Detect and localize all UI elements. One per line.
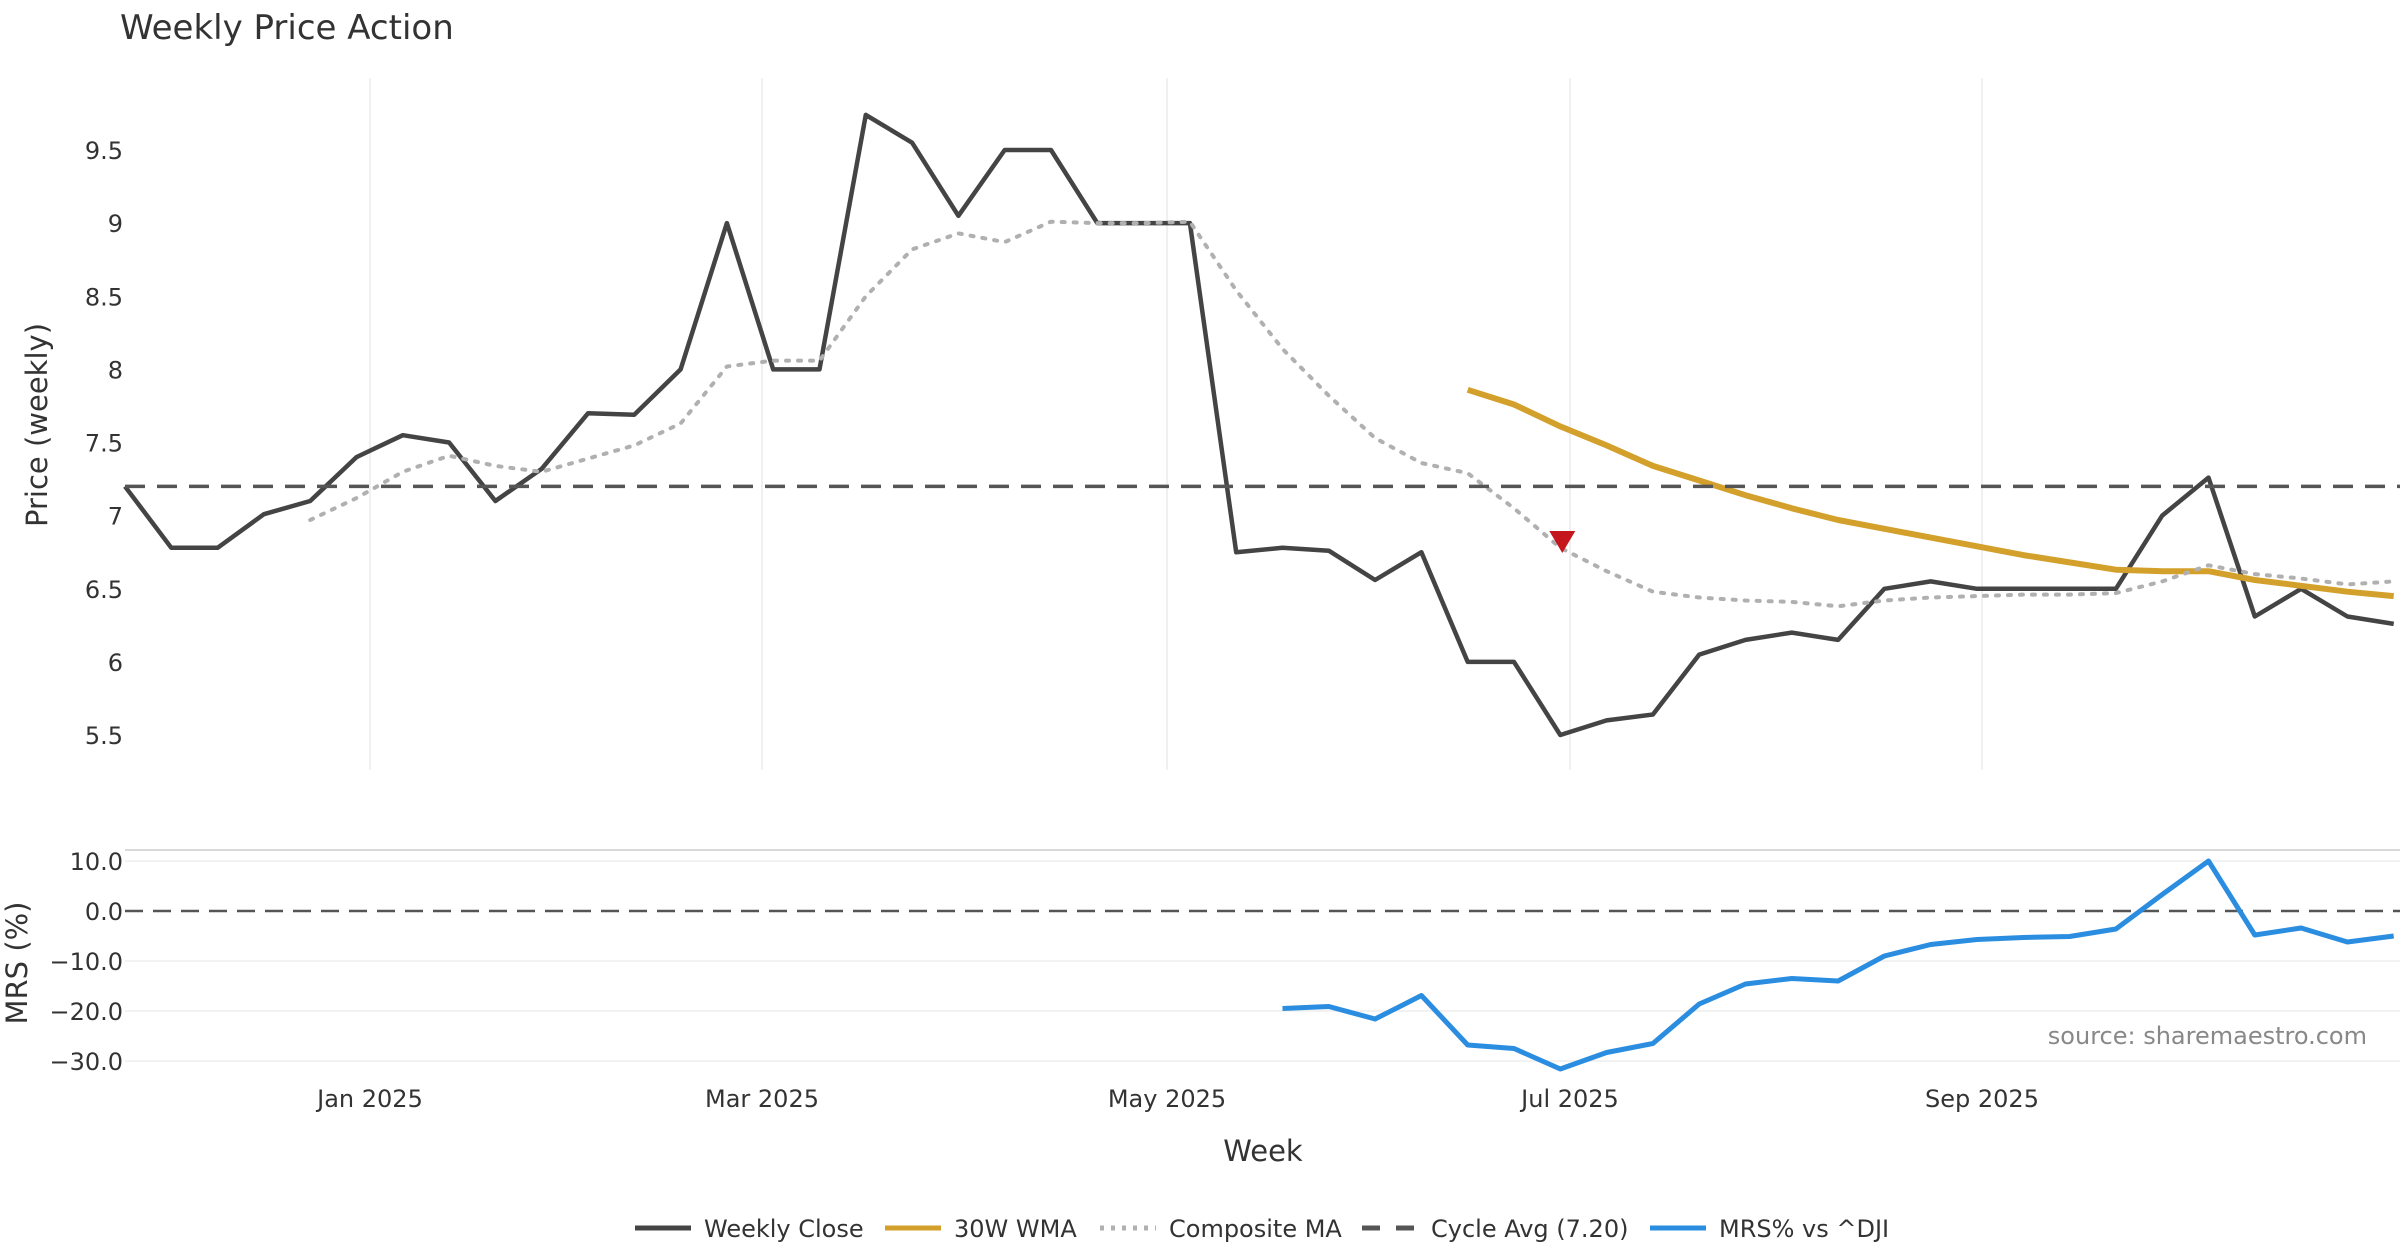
marker-sell-triangle <box>1549 530 1576 553</box>
price-y-tick-8: 8 <box>108 356 123 384</box>
price-series-layer <box>123 112 2400 738</box>
source-note: source: sharemaestro.com <box>2048 1022 2367 1050</box>
price-y-tick-5-5: 5.5 <box>85 722 123 750</box>
price-y-tick-9-5: 9.5 <box>85 137 123 165</box>
series-weekly-close <box>123 112 2395 738</box>
price-panel: 5.5 6 6.5 7 7.5 8 8.5 9 9.5 Price (weekly) <box>20 78 2400 770</box>
x-tick-labels: Jan 2025 Mar 2025 May 2025 Jul 2025 Sep 2025 <box>315 1085 2039 1113</box>
price-y-tick-7: 7 <box>108 503 123 531</box>
x-axis-label: Week <box>1223 1134 1303 1168</box>
mrs-y-tick-20-0: −20.0 <box>49 998 123 1026</box>
legend-label-weekly-close: Weekly Close <box>704 1215 864 1243</box>
price-y-tick-6-5: 6.5 <box>85 576 123 604</box>
mrs-y-tick-0-0: 0.0 <box>85 898 123 926</box>
x-tick-mar-2025: Mar 2025 <box>705 1085 819 1113</box>
mrs-y-tick-30-0: −30.0 <box>49 1048 123 1076</box>
mrs-y-tick-10-0: −10.0 <box>49 948 123 976</box>
series-30w-wma <box>1466 386 2394 600</box>
x-tick-jan-2025: Jan 2025 <box>315 1085 423 1113</box>
mrs-y-axis-label: MRS (%) <box>0 902 34 1025</box>
x-tick-may-2025: May 2025 <box>1108 1085 1226 1113</box>
mrs-y-tick-labels: 10.0 0.0 −10.0 −20.0 −30.0 <box>49 848 123 1076</box>
series-composite-ma <box>308 219 2396 609</box>
x-tick-sep-2025: Sep 2025 <box>1925 1085 2039 1113</box>
price-y-tick-6: 6 <box>108 649 123 677</box>
legend-label-cycle-avg-7-20: Cycle Avg (7.20) <box>1431 1215 1628 1243</box>
legend-label-composite-ma: Composite MA <box>1169 1215 1342 1243</box>
chart-title: Weekly Price Action <box>120 8 454 48</box>
mrs-gridlines <box>125 860 2400 1062</box>
price-y-tick-7-5: 7.5 <box>85 430 123 458</box>
price-y-tick-9: 9 <box>108 210 123 238</box>
price-y-axis-label: Price (weekly) <box>20 323 54 527</box>
series-mrs-vs-dji <box>1282 858 2395 1072</box>
mrs-y-tick-10-0: 10.0 <box>70 848 123 876</box>
price-gridlines <box>369 78 1983 770</box>
mrs-panel: 10.0 0.0 −10.0 −20.0 −30.0 MRS (%) source: s… <box>0 848 2400 1076</box>
mrs-series-layer <box>1282 858 2395 1072</box>
legend-label-mrs-vs-dji: MRS% vs ^DJI <box>1719 1215 1889 1243</box>
price-y-tick-8-5: 8.5 <box>85 283 123 311</box>
legend: Weekly Close 30W WMA Composite MA Cycle Avg… <box>635 1215 1889 1243</box>
x-tick-jul-2025: Jul 2025 <box>1519 1085 1619 1113</box>
legend-label-30w-wma: 30W WMA <box>954 1215 1077 1243</box>
price-y-tick-labels: 5.5 6 6.5 7 7.5 8 8.5 9 9.5 <box>85 137 123 750</box>
